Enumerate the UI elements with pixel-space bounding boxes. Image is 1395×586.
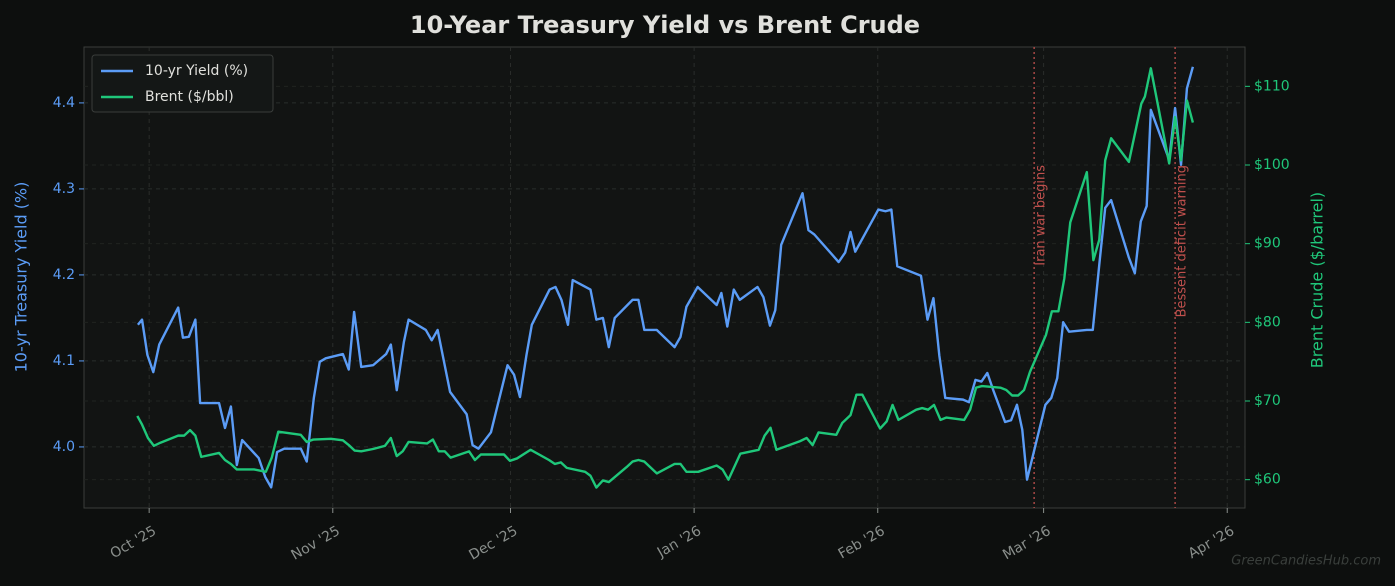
watermark: GreenCandiesHub.com [1231, 554, 1381, 569]
y2-tick-label: $70 [1254, 393, 1281, 409]
y2-tick-label: $100 [1254, 157, 1290, 173]
series-line [136, 67, 1195, 489]
plot-area [83, 46, 1246, 509]
y-axis-label: 10-yr Treasury Yield (%) [12, 182, 31, 373]
chart-title: 10-Year Treasury Yield vs Brent Crude [410, 11, 920, 39]
y2-tick-label: $110 [1254, 78, 1290, 94]
y-tick-label: 4.2 [53, 267, 75, 283]
grid [84, 47, 1245, 508]
y2-axis-label: Brent Crude ($/barrel) [1308, 192, 1327, 368]
y2-tick-label: $90 [1254, 236, 1281, 252]
y2-tick-label: $60 [1254, 472, 1281, 488]
legend: 10-yr Yield (%) Brent ($/bbl) [91, 54, 274, 113]
annotation-label: Iran war begins [1034, 165, 1049, 266]
y-tick-label: 4.4 [53, 95, 75, 111]
y-tick-label: 4.0 [53, 439, 75, 455]
legend-box [91, 54, 274, 113]
y2-tick-label: $80 [1254, 314, 1281, 330]
y-tick-label: 4.3 [53, 181, 75, 197]
y-tick-label: 4.1 [53, 353, 75, 369]
legend-label: 10-yr Yield (%) [145, 63, 248, 79]
annotation-label: Bessent deficit warning [1175, 165, 1190, 317]
legend-label: Brent ($/bbl) [145, 89, 234, 105]
series-line [136, 66, 1195, 489]
